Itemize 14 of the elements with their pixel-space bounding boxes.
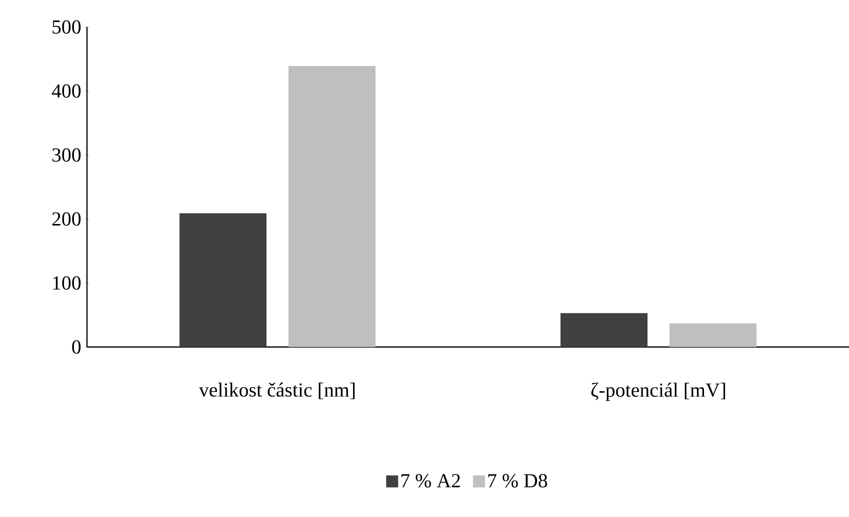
x-tick-label: ζ-potenciál [mV]	[591, 382, 726, 401]
bar	[670, 323, 757, 348]
bar	[288, 66, 376, 348]
bar	[560, 313, 648, 348]
y-tick-label: 500	[52, 20, 81, 34]
y-tick-label: 300	[52, 148, 81, 162]
bar	[180, 213, 266, 348]
y-tick-label: 0	[72, 340, 81, 354]
legend-label: 7 % A2	[401, 474, 460, 488]
legend-label: 7 % D8	[488, 474, 548, 488]
x-tick-label: velikost částic [nm]	[198, 382, 355, 400]
y-tick-label: 100	[53, 276, 81, 290]
y-tick-label: 200	[52, 212, 81, 226]
y-tick-label: 400	[52, 84, 81, 98]
